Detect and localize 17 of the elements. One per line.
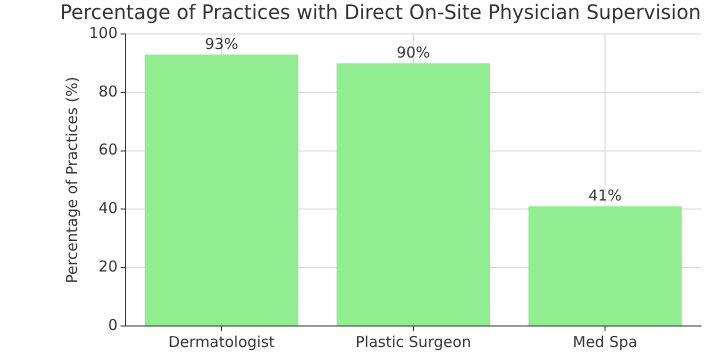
x-tick-label: Dermatologist bbox=[168, 332, 275, 351]
y-tick-label: 20 bbox=[98, 257, 118, 276]
bar bbox=[336, 63, 490, 326]
y-tick-label: 80 bbox=[98, 82, 118, 100]
bar bbox=[528, 206, 682, 326]
chart-title: Percentage of Practices with Direct On-Site Physician Supervision bbox=[60, 1, 701, 24]
y-axis-title: Percentage of Practices (%) bbox=[62, 76, 81, 284]
y-tick-label: 40 bbox=[98, 199, 118, 218]
x-tick-label: Plastic Surgeon bbox=[355, 332, 472, 351]
data-label: 90% bbox=[396, 44, 430, 62]
bar bbox=[144, 54, 298, 326]
y-tick-label: 100 bbox=[88, 24, 118, 42]
data-label: 93% bbox=[204, 34, 238, 53]
y-tick-label: 0 bbox=[108, 316, 118, 334]
x-tick-label: Med Spa bbox=[572, 332, 638, 351]
y-tick-label: 60 bbox=[98, 140, 118, 159]
data-label: 41% bbox=[588, 186, 622, 205]
